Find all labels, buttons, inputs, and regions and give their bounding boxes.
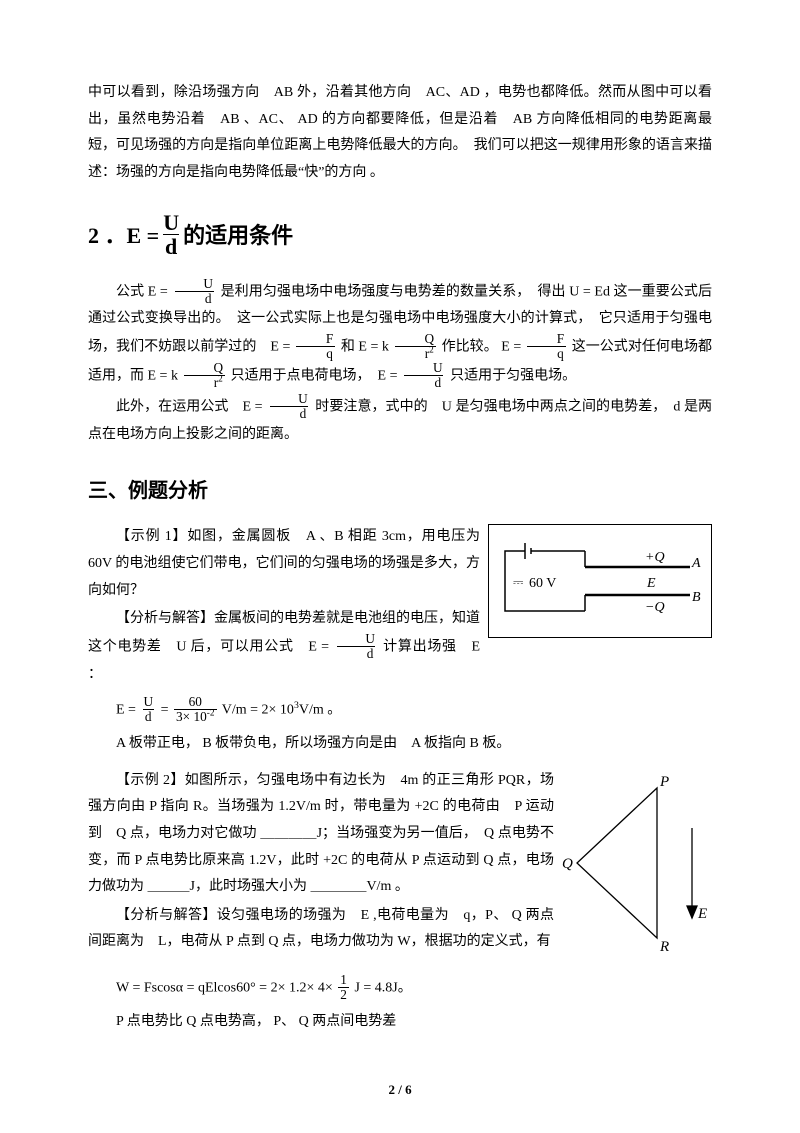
ex2-p3: P 点电势比 Q 点电势高， P、 Q 两点间电势差: [88, 1009, 712, 1036]
ex1-fig-volt: ⎓: [513, 574, 523, 589]
ex1-fig-volt-label: 60 V: [529, 576, 556, 591]
ex1-fig-a: A: [691, 556, 701, 571]
ex2-fig-q: Q: [562, 856, 573, 872]
ex1-fig-plusq: +Q: [645, 550, 665, 565]
frac-ud-1: Ud: [173, 277, 215, 306]
ex2-fig-r: R: [659, 939, 669, 955]
h2-suffix: 的适用条件: [183, 215, 293, 257]
h2-fraction: U d: [161, 211, 181, 258]
ex1-conclusion: A 板带正电， B 板带负电，所以场强方向是由 A 板指向 B 板。: [88, 731, 712, 758]
s2-p1g: 只适用于匀强电场。: [450, 369, 576, 384]
ex2-fig-e: E: [697, 906, 707, 922]
h2-prefix: 2 ．E =: [88, 215, 159, 257]
frac-fq: Fq: [296, 332, 335, 361]
frac-fq-2: Fq: [527, 332, 566, 361]
ex1-problem: 【示例 1】如图，金属圆板 A 、B 相距 3cm，用电压为 60V 的电池组使…: [88, 524, 480, 604]
ex2-problem: 【示例 2】如图所示，匀强电场中有边长为 4m 的正三角形 PQR，场强方向由 …: [88, 768, 554, 901]
ex1-eq-frac1: Ud: [141, 695, 155, 724]
s2-p1f: 只适用于点电荷电场， E =: [231, 369, 398, 384]
section-2-heading: 2 ．E = U d 的适用条件: [88, 212, 712, 259]
frac-ud-4: Ud: [335, 632, 377, 661]
frac-qr-1: Qr2: [394, 332, 436, 361]
s2-para2: 此外，在运用公式 E = Ud 时要注意，式中的 U 是匀强电场中两点之间的电势…: [88, 393, 712, 449]
example-1-row: 【示例 1】如图，金属圆板 A 、B 相距 3cm，用电压为 60V 的电池组使…: [88, 524, 712, 690]
s2-p2a: 此外，在运用公式 E =: [116, 400, 263, 415]
ex1-fig-minusq: −Q: [645, 600, 665, 615]
example-2-row: 【示例 2】如图所示，匀强电场中有边长为 4m 的正三角形 PQR，场强方向由 …: [88, 768, 712, 969]
page-total: 6: [405, 1082, 412, 1097]
s2-p1c: 和 E = k: [341, 340, 389, 355]
s2-p1a: 公式 E =: [116, 284, 168, 299]
frac-ud-3: Ud: [268, 392, 310, 421]
h2-frac-num: U: [161, 211, 181, 234]
ex2-figure: P Q R E: [562, 768, 712, 969]
ex2-equation: W = Fscosα = qElcos60° = 2× 1.2× 4× 12 J…: [116, 974, 712, 1003]
page-footer: 2 / 6: [0, 1078, 800, 1103]
section-3-heading: 三、例题分析: [88, 472, 712, 510]
s2-p1d: 作比较。 E =: [442, 340, 522, 355]
ex1-fig-e: E: [646, 576, 656, 591]
intro-paragraph: 中可以看到，除沿场强方向 AB 外，沿着其他方向 AC、AD ，电势也都降低。然…: [88, 80, 712, 186]
ex1-figure: ⎓ 60 V +Q A E −Q B: [488, 524, 712, 638]
ex1-equation: E = Ud = 603× 10-2 V/m = 2× 103V/m 。: [116, 696, 712, 725]
s2-para1: 公式 E = Ud 是利用匀强电场中电场强度与电势差的数量关系， 得出 U = …: [88, 278, 712, 391]
frac-qr-2: Qr2: [183, 361, 225, 390]
ex2-analysis: 【分析与解答】设匀强电场的场强为 E ,电荷电量为 q，P、 Q 两点间距离为 …: [88, 903, 554, 956]
frac-ud-2: Ud: [403, 361, 445, 390]
ex2-eq-half: 12: [338, 973, 349, 1002]
ex1-analysis: 【分析与解答】金属板间的电势差就是电池组的电压，知道这个电势差 U 后，可以用公…: [88, 606, 480, 688]
page-current: 2: [388, 1082, 395, 1097]
ex1-eq-frac2: 603× 10-2: [174, 695, 217, 724]
ex1-fig-b: B: [692, 590, 701, 605]
h2-frac-den: d: [163, 234, 179, 258]
ex2-fig-p: P: [659, 774, 669, 790]
